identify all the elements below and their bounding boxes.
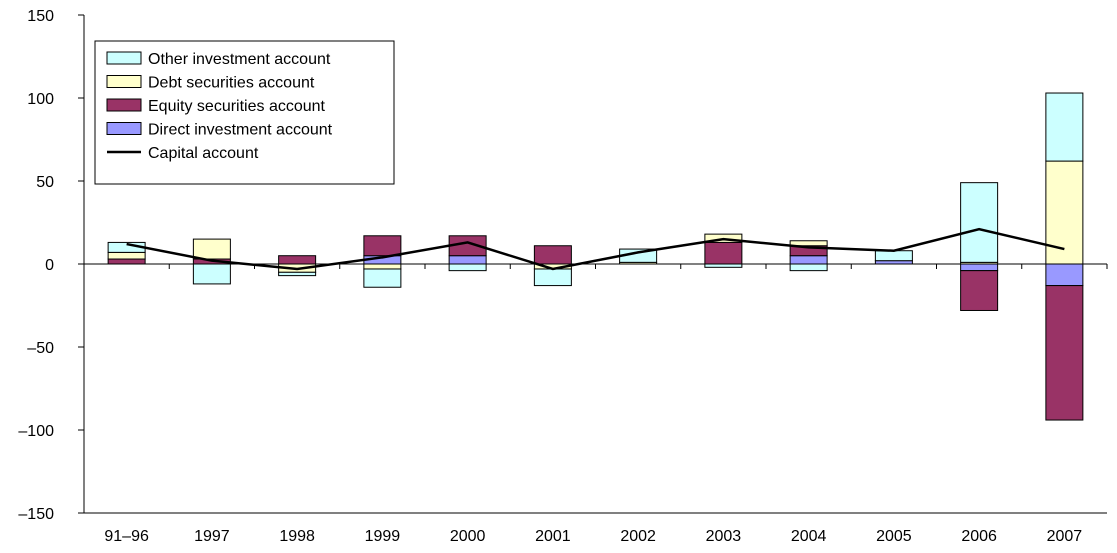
zero-axis — [83, 263, 1108, 269]
y-tick-label: –100 — [18, 423, 54, 440]
bar-equity-securities-account — [363, 235, 402, 257]
y-tick-label: 50 — [36, 174, 54, 191]
bar-equity-securities-account — [533, 245, 572, 265]
x-tick-label: 2007 — [1047, 528, 1083, 545]
legend-box — [94, 40, 395, 185]
legend-swatch-other-investment-account — [106, 51, 142, 65]
y-axis: 150 100 50 0 –50 –100 –150 — [18, 8, 84, 523]
bar-direct-investment-account — [1045, 263, 1084, 287]
bar-debt-securities-account — [789, 240, 828, 247]
x-tick-label: 91–96 — [104, 528, 149, 545]
legend-label-equity-securities-account: Equity securities account — [148, 98, 326, 115]
bar-other-investment-account — [448, 263, 487, 272]
bar-other-investment-account — [960, 182, 999, 263]
bar-direct-investment-account — [960, 263, 999, 272]
bar-other-investment-account — [874, 250, 913, 262]
bar-equity-securities-account — [107, 258, 146, 265]
y-tick-label: 150 — [27, 8, 54, 25]
bar-equity-securities-account — [278, 255, 317, 265]
bar-other-investment-account — [789, 263, 828, 272]
y-tick-label: –150 — [18, 506, 54, 523]
capital-account-line-layer — [126, 227, 1065, 271]
bar-other-investment-account — [192, 263, 231, 285]
x-tick-label: 2006 — [961, 528, 997, 545]
legend-swatch-direct-investment-account — [106, 122, 142, 135]
x-axis: 91–96 1997 1998 1999 2000 2001 2002 2003 2004 200… — [104, 528, 1082, 545]
legend-swatch-equity-securities-account — [106, 98, 142, 112]
bar-debt-securities-account — [107, 251, 146, 260]
bar-equity-securities-account — [960, 270, 999, 311]
x-tick-label: 2004 — [791, 528, 827, 545]
bar-other-investment-account — [363, 268, 402, 288]
legend-label-debt-securities-account: Debt securities account — [148, 75, 315, 92]
x-tick-label: 2001 — [535, 528, 571, 545]
legend: Other investment account Debt securities … — [94, 40, 395, 185]
x-tick-label: 2003 — [706, 528, 742, 545]
legend-label-capital-account: Capital account — [148, 145, 259, 162]
legend-swatch-debt-securities-account — [106, 75, 142, 88]
bar-debt-securities-account — [363, 263, 402, 270]
bar-other-investment-account — [1045, 92, 1084, 162]
y-tick-label: –50 — [27, 340, 54, 357]
x-tick-label: 2005 — [876, 528, 912, 545]
line-capital-account — [126, 227, 1065, 271]
legend-label-direct-investment-account: Direct investment account — [148, 122, 333, 139]
bar-direct-investment-account — [789, 255, 828, 265]
x-tick-label: 1998 — [279, 528, 315, 545]
bar-debt-securities-account — [192, 238, 231, 260]
bar-direct-investment-account — [448, 255, 487, 265]
x-tick-label: 2000 — [450, 528, 486, 545]
bar-other-investment-account — [533, 268, 572, 287]
x-tick-label: 2002 — [620, 528, 656, 545]
legend-label-other-investment-account: Other investment account — [148, 51, 331, 68]
x-tick-label: 1997 — [194, 528, 230, 545]
bar-equity-securities-account — [704, 241, 743, 265]
y-tick-label: 0 — [45, 257, 54, 274]
bar-equity-securities-account — [1045, 285, 1084, 421]
y-tick-label: 100 — [27, 91, 54, 108]
bar-other-investment-account — [278, 271, 317, 277]
x-tick-label: 1999 — [365, 528, 401, 545]
